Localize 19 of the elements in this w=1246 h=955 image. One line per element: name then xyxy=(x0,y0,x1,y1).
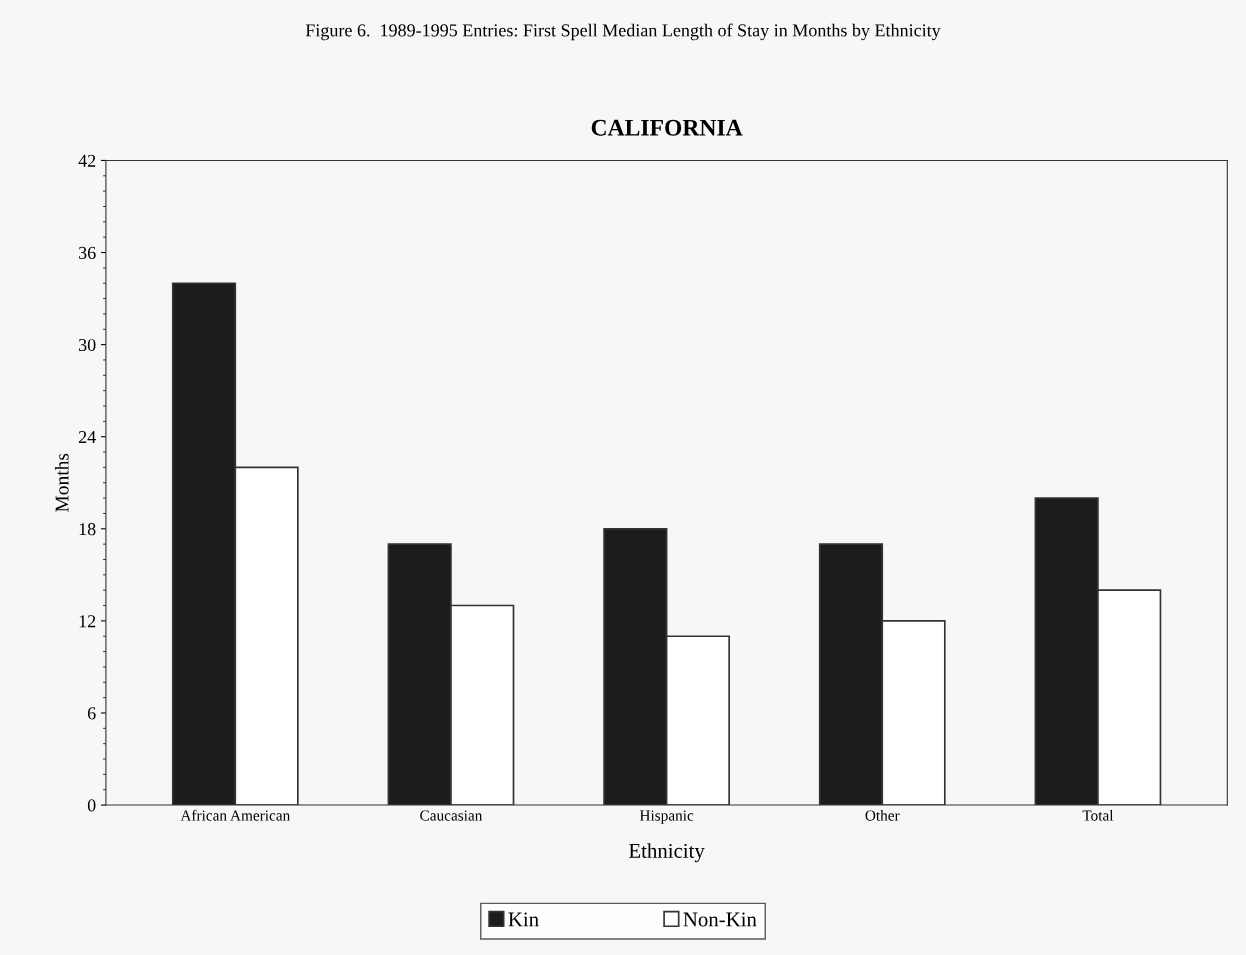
chart-subtitle: CALIFORNIA xyxy=(591,119,743,136)
x-tick-label: African American xyxy=(180,809,290,821)
legend-label: Non-Kin xyxy=(683,912,757,927)
x-tick-label: Other xyxy=(865,809,900,821)
y-axis-title: Months xyxy=(54,453,69,512)
x-tick-label: Hispanic xyxy=(639,810,694,824)
y-tick-label: 6 xyxy=(87,707,96,720)
y-tick-label: 12 xyxy=(79,615,96,628)
x-tick-label: Total xyxy=(1082,809,1114,821)
y-tick-label: 30 xyxy=(79,338,96,352)
y-tick-label: 36 xyxy=(79,246,96,259)
y-tick-label: 18 xyxy=(79,523,96,536)
x-axis-title: Ethnicity xyxy=(629,843,705,863)
legend-label: Kin xyxy=(508,912,539,927)
x-tick-label: Caucasian xyxy=(420,810,483,821)
y-tick-label: 0 xyxy=(87,799,96,812)
y-tick-label: 42 xyxy=(78,154,96,167)
y-tick-label: 24 xyxy=(78,431,96,443)
chart-title: Figure 6. 1989-1995 Entries: First Spell Median Length of Stay in Months by Ethnicity xyxy=(305,23,941,41)
